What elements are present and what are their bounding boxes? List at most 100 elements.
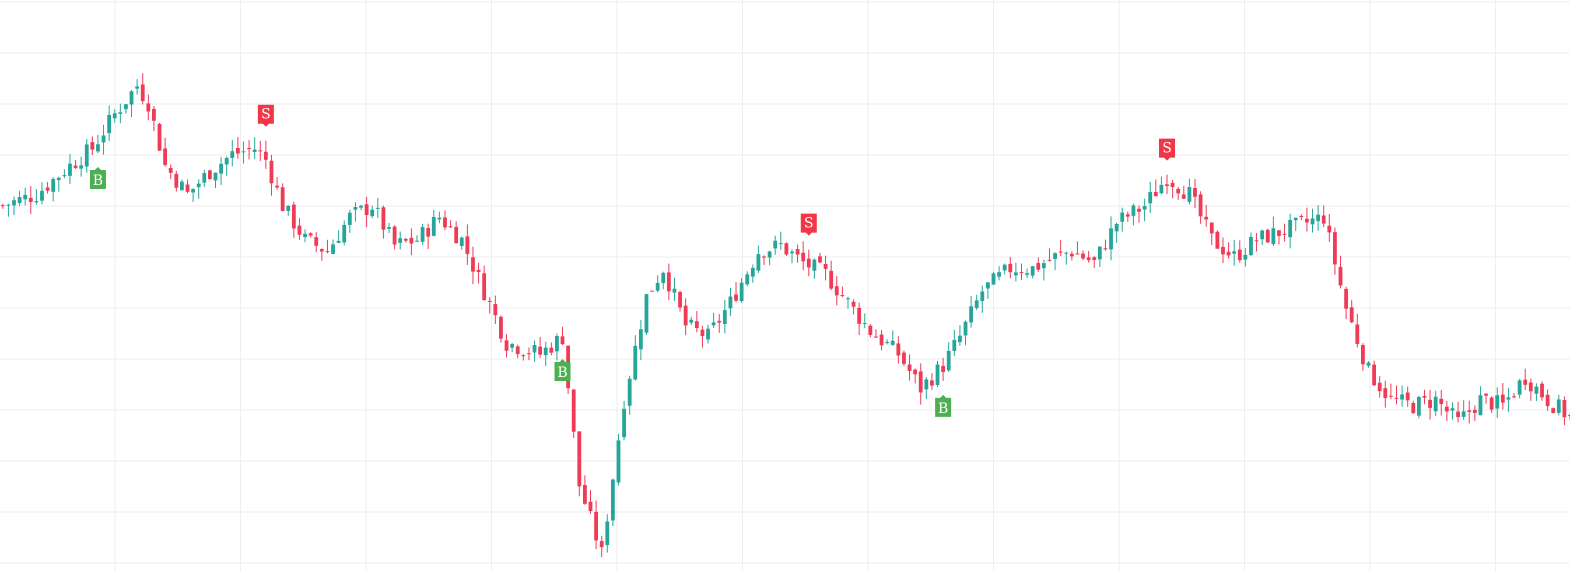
candle-body bbox=[1025, 273, 1029, 275]
candle-body bbox=[224, 157, 229, 165]
candle bbox=[1064, 251, 1069, 265]
candle-body bbox=[1170, 182, 1175, 188]
candle bbox=[689, 316, 694, 325]
candle-body bbox=[487, 300, 492, 302]
candle-body bbox=[1081, 253, 1085, 259]
candle-body bbox=[1416, 397, 1421, 416]
candle-body bbox=[213, 172, 218, 181]
candle-body bbox=[857, 307, 862, 324]
candle bbox=[1221, 237, 1225, 264]
candle bbox=[79, 156, 84, 177]
candle bbox=[790, 249, 794, 264]
candle bbox=[364, 196, 369, 228]
candle bbox=[443, 210, 447, 231]
candle bbox=[538, 336, 543, 358]
candle bbox=[1053, 252, 1057, 271]
candle bbox=[336, 230, 341, 244]
candle bbox=[101, 124, 106, 155]
candle-body bbox=[1159, 184, 1164, 194]
candle bbox=[717, 313, 722, 333]
candle bbox=[812, 258, 817, 279]
candle bbox=[1013, 262, 1018, 282]
candle-body bbox=[1226, 251, 1231, 256]
candle-body bbox=[185, 184, 190, 192]
candle-body bbox=[342, 224, 347, 243]
candle-body bbox=[1405, 392, 1410, 401]
candle-body bbox=[1047, 259, 1052, 261]
candle-body bbox=[1478, 395, 1483, 416]
candle bbox=[68, 154, 72, 184]
candle bbox=[991, 271, 996, 285]
candle bbox=[1338, 255, 1343, 289]
candle bbox=[258, 140, 263, 162]
candle bbox=[1344, 286, 1349, 320]
candle bbox=[403, 237, 408, 243]
candle-body bbox=[387, 227, 391, 229]
candle bbox=[1025, 268, 1029, 279]
candle-body bbox=[1131, 205, 1136, 216]
candle bbox=[291, 201, 296, 238]
candle bbox=[1254, 233, 1259, 252]
candle bbox=[582, 475, 587, 505]
candle bbox=[1209, 222, 1214, 246]
candle-body bbox=[756, 254, 761, 271]
candle bbox=[1114, 222, 1119, 243]
candle bbox=[969, 295, 974, 328]
candle bbox=[415, 235, 419, 243]
candle bbox=[51, 177, 56, 202]
candle-body bbox=[1249, 236, 1253, 256]
candle bbox=[1394, 385, 1399, 405]
candle-body bbox=[582, 485, 587, 504]
candle-body bbox=[1305, 218, 1309, 223]
candle bbox=[1293, 217, 1298, 231]
candle-body bbox=[773, 240, 778, 249]
candle bbox=[543, 341, 548, 367]
candle-body bbox=[1058, 251, 1063, 253]
candle bbox=[1204, 204, 1209, 227]
candle bbox=[135, 79, 140, 95]
candle-body bbox=[1500, 394, 1505, 403]
candle-body bbox=[1333, 232, 1337, 265]
candle-body bbox=[1540, 383, 1544, 398]
candle bbox=[1170, 179, 1175, 199]
candle-body bbox=[1165, 184, 1169, 187]
candle-body bbox=[1109, 228, 1113, 250]
candle bbox=[45, 181, 50, 194]
candle bbox=[347, 209, 352, 233]
candle-body bbox=[896, 343, 901, 356]
candle-body bbox=[62, 175, 67, 177]
candle-body bbox=[202, 173, 207, 183]
candle bbox=[1433, 390, 1438, 416]
candle bbox=[527, 347, 531, 361]
candle bbox=[471, 246, 475, 285]
candle-body bbox=[191, 188, 196, 193]
candle-body bbox=[1086, 257, 1091, 261]
candle bbox=[750, 264, 755, 283]
candle-series bbox=[0, 73, 1570, 558]
candle bbox=[1159, 176, 1164, 195]
candle-body bbox=[96, 144, 100, 152]
candle bbox=[224, 156, 229, 176]
candle-body bbox=[1153, 191, 1158, 197]
candle bbox=[823, 255, 828, 281]
candle-body bbox=[325, 251, 330, 253]
candle-body bbox=[739, 282, 744, 302]
candle bbox=[73, 159, 78, 170]
candle-body bbox=[1428, 399, 1432, 408]
candle bbox=[319, 248, 324, 261]
candle bbox=[275, 177, 279, 190]
candle-body bbox=[610, 479, 615, 521]
candle bbox=[1198, 191, 1203, 224]
candle-body bbox=[834, 286, 839, 296]
candle bbox=[487, 297, 492, 314]
candle-body bbox=[6, 204, 11, 206]
candle-body bbox=[247, 148, 251, 150]
candle-body bbox=[1366, 362, 1371, 366]
candle-body bbox=[90, 142, 95, 150]
candle bbox=[1092, 256, 1097, 268]
candle bbox=[1120, 207, 1125, 232]
candle bbox=[1097, 246, 1102, 267]
